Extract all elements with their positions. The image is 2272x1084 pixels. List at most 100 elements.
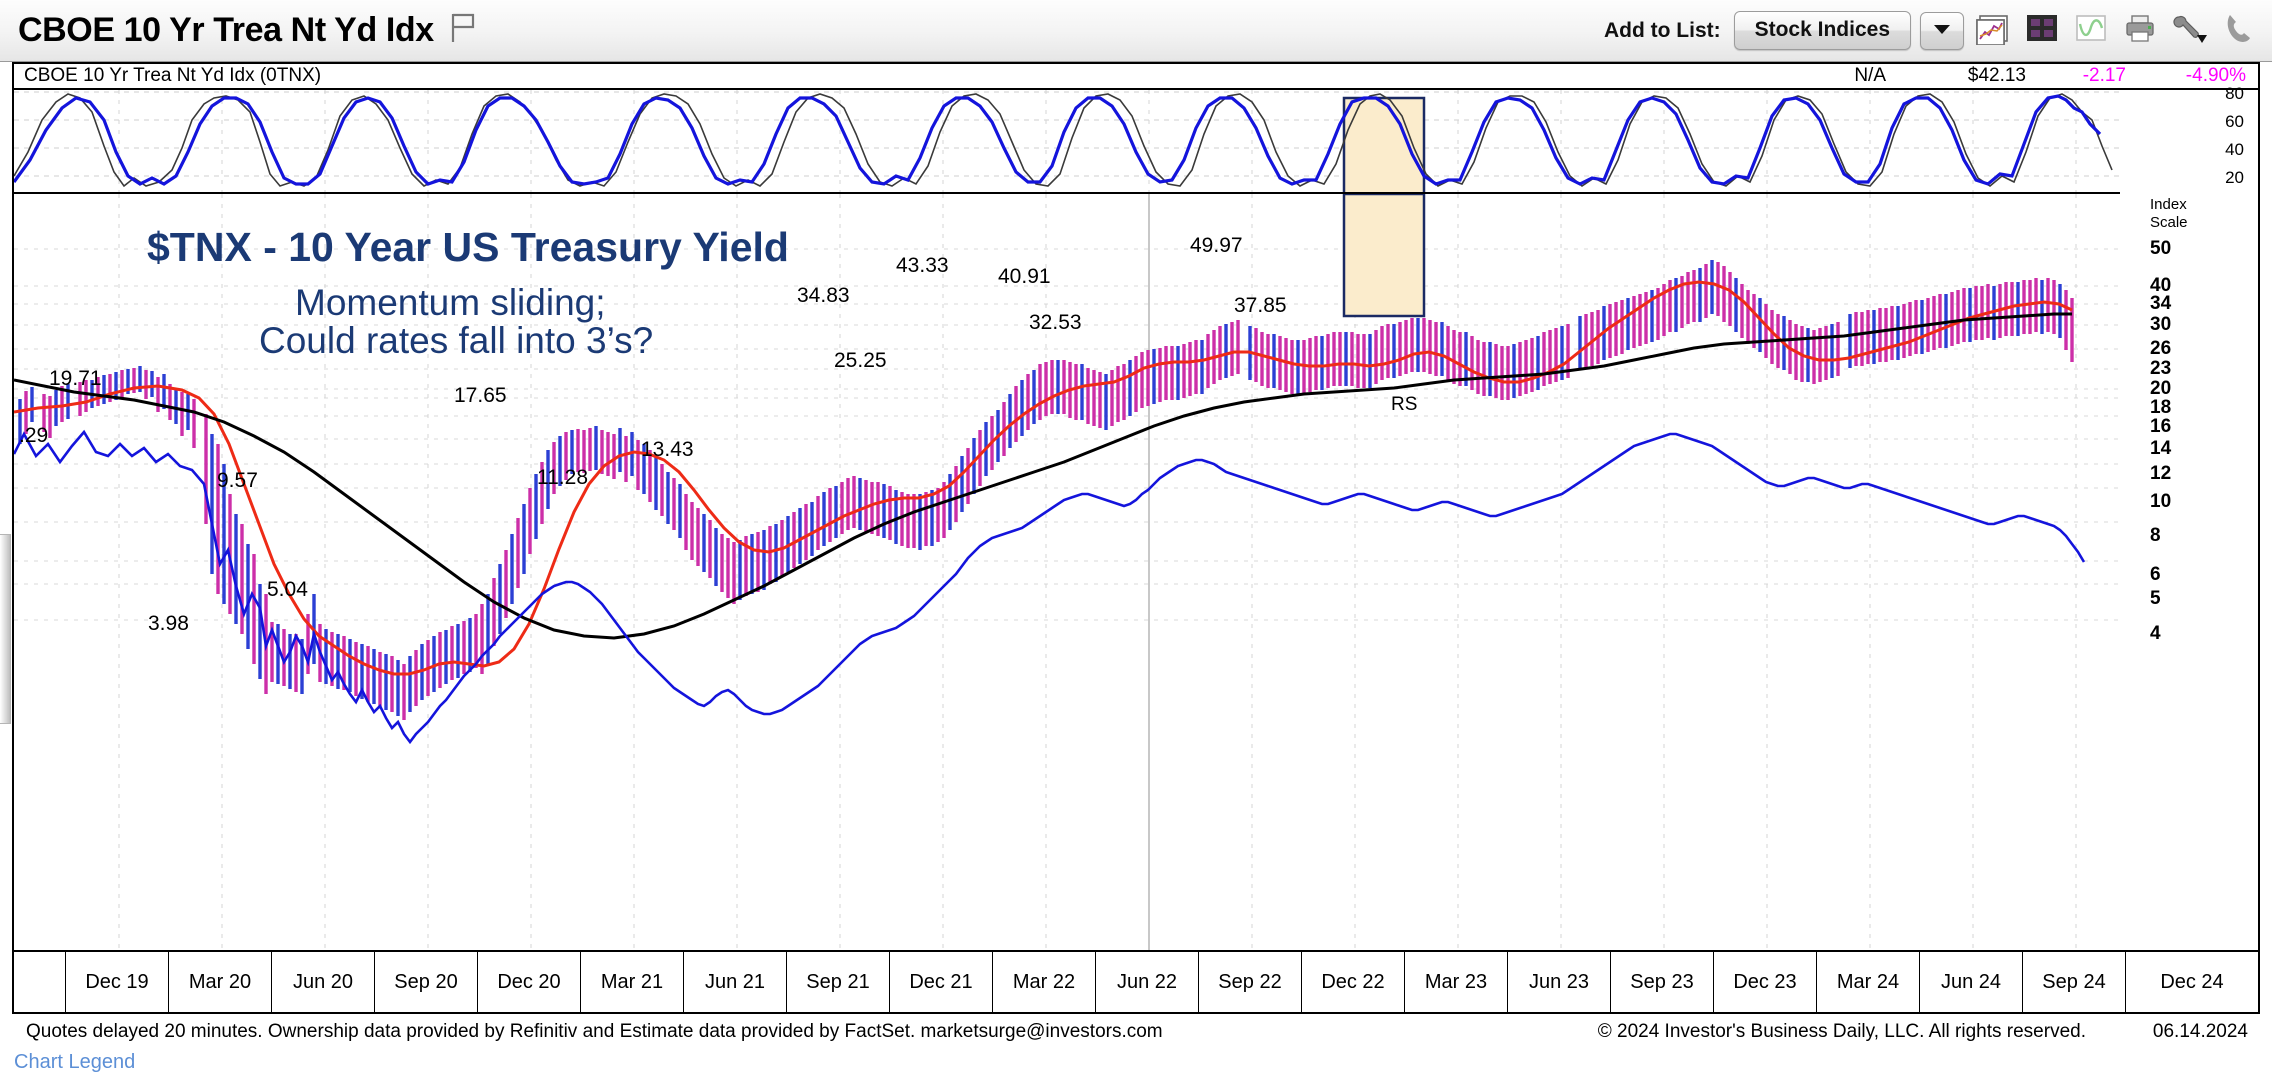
price-tick-6: 6 bbox=[2150, 564, 2161, 585]
grid-view-button[interactable] bbox=[2022, 12, 2062, 50]
price-tick-14: 14 bbox=[2150, 438, 2172, 459]
price-label-43-33: 43.33 bbox=[896, 254, 949, 277]
x-tick-sep-20: Sep 20 bbox=[375, 952, 478, 1012]
stochastic-scale: 80 60 40 20 bbox=[2120, 84, 2260, 194]
price-tick-18: 18 bbox=[2150, 397, 2172, 418]
x-tick-jun-20: Jun 20 bbox=[272, 952, 375, 1012]
price-tick-40: 40 bbox=[2150, 275, 2172, 296]
index-scale-caption-line1: Index bbox=[2150, 196, 2187, 213]
list-dropdown-button[interactable] bbox=[1920, 11, 1964, 50]
x-axis-pad bbox=[14, 952, 66, 1012]
chevron-down-icon bbox=[1932, 22, 1952, 40]
chart-annotation-title: $TNX - 10 Year US Treasury Yield bbox=[147, 224, 789, 270]
x-tick-jun-23: Jun 23 bbox=[1508, 952, 1611, 1012]
price-label-14-29: .29 bbox=[19, 424, 49, 447]
grid-view-icon bbox=[2025, 11, 2059, 50]
price-label-19-71: 19.71 bbox=[49, 367, 102, 390]
wave-chart-icon bbox=[2074, 11, 2108, 50]
x-tick-sep-24: Sep 24 bbox=[2023, 952, 2126, 1012]
quote-price: $42.13 bbox=[1967, 65, 2026, 86]
price-scale: Index Scale 50 40 34 30 26 23 20 18 16 1… bbox=[2120, 194, 2260, 950]
quote-change: -2.17 bbox=[2082, 65, 2126, 86]
wave-chart-button[interactable] bbox=[2071, 12, 2111, 50]
phone-button[interactable] bbox=[2218, 12, 2258, 50]
price-label-11-28: 11.28 bbox=[537, 466, 588, 489]
stochastic-tick-80: 80 bbox=[2225, 84, 2244, 103]
x-tick-dec-23: Dec 23 bbox=[1714, 952, 1817, 1012]
x-tick-jun-22: Jun 22 bbox=[1096, 952, 1199, 1012]
flag-icon[interactable] bbox=[450, 13, 476, 48]
x-axis-date-labels: Dec 19 Mar 20 Jun 20 Sep 20 Dec 20 Mar 2… bbox=[12, 950, 2260, 1014]
app-header: CBOE 10 Yr Trea Nt Yd Idx Add to List: S… bbox=[0, 0, 2272, 62]
quote-change-percent: -4.90% bbox=[2185, 65, 2246, 86]
price-chart-panel[interactable]: $TNX - 10 Year US Treasury Yield Momentu… bbox=[12, 194, 2120, 950]
x-tick-mar-21: Mar 21 bbox=[581, 952, 684, 1012]
settings-button[interactable] bbox=[2169, 12, 2209, 50]
price-tick-23: 23 bbox=[2150, 358, 2172, 379]
page-footer: Quotes delayed 20 minutes. Ownership dat… bbox=[0, 1016, 2272, 1084]
stochastic-tick-60: 60 bbox=[2225, 112, 2244, 131]
price-label-40-91: 40.91 bbox=[998, 265, 1051, 288]
print-icon bbox=[2123, 11, 2157, 50]
price-tick-50: 50 bbox=[2150, 238, 2172, 259]
add-to-list-label: Add to List: bbox=[1603, 18, 1721, 42]
price-tick-12: 12 bbox=[2150, 463, 2172, 484]
price-label-32-53: 32.53 bbox=[1029, 311, 1082, 334]
header-toolbar: Add to List: Stock Indices bbox=[1604, 11, 2272, 50]
stock-indices-button[interactable]: Stock Indices bbox=[1733, 11, 1911, 50]
price-tick-20: 20 bbox=[2150, 378, 2172, 399]
x-tick-dec-19: Dec 19 bbox=[66, 952, 169, 1012]
price-label-13-43: 13.43 bbox=[641, 438, 694, 461]
x-tick-mar-20: Mar 20 bbox=[169, 952, 272, 1012]
footer-date: 06.14.2024 bbox=[2152, 1021, 2248, 1042]
chart-thumbnail-icon bbox=[1975, 11, 2011, 50]
x-tick-dec-24: Dec 24 bbox=[2160, 970, 2224, 993]
x-tick-mar-24: Mar 24 bbox=[1817, 952, 1920, 1012]
settings-wrench-icon bbox=[2170, 11, 2208, 50]
stochastic-indicator-panel[interactable] bbox=[12, 90, 2120, 194]
quote-values: N/A $42.13 -2.17 -4.90% bbox=[1766, 65, 2258, 87]
price-label-49-97: 49.97 bbox=[1190, 234, 1243, 257]
stochastic-tick-40: 40 bbox=[2225, 140, 2244, 159]
price-tick-30: 30 bbox=[2150, 314, 2172, 335]
quote-symbol-name: CBOE 10 Yr Trea Nt Yd Idx (0TNX) bbox=[24, 65, 322, 86]
page-title: CBOE 10 Yr Trea Nt Yd Idx bbox=[18, 11, 434, 49]
price-tick-8: 8 bbox=[2150, 525, 2161, 546]
stochastic-tick-20: 20 bbox=[2225, 168, 2244, 187]
price-tick-34: 34 bbox=[2150, 293, 2172, 314]
x-tick-sep-21: Sep 21 bbox=[787, 952, 890, 1012]
price-tick-4: 4 bbox=[2150, 623, 2161, 644]
chart-annotation-subtitle-1: Momentum sliding; bbox=[295, 282, 606, 323]
price-tick-16: 16 bbox=[2150, 416, 2172, 437]
price-label-17-65: 17.65 bbox=[454, 384, 507, 407]
index-scale-caption-line2: Scale bbox=[2150, 214, 2188, 231]
print-button[interactable] bbox=[2120, 12, 2160, 50]
footer-disclaimer: Quotes delayed 20 minutes. Ownership dat… bbox=[26, 1021, 1163, 1042]
price-label-3-98: 3.98 bbox=[148, 612, 189, 635]
price-tick-10: 10 bbox=[2150, 491, 2172, 512]
stochastic-plot bbox=[14, 90, 2120, 192]
chart-thumbnail-button[interactable] bbox=[1973, 12, 2013, 50]
chart-legend-link[interactable]: Chart Legend bbox=[14, 1051, 136, 1073]
price-plot bbox=[14, 194, 2120, 950]
quote-volume: N/A bbox=[1854, 65, 1886, 86]
price-label-34-83: 34.83 bbox=[797, 284, 850, 307]
price-tick-5: 5 bbox=[2150, 588, 2161, 609]
quote-strip: CBOE 10 Yr Trea Nt Yd Idx (0TNX) N/A $42… bbox=[12, 62, 2260, 90]
x-tick-dec-21: Dec 21 bbox=[890, 952, 993, 1012]
footer-copyright: © 2024 Investor's Business Daily, LLC. A… bbox=[1597, 1021, 2086, 1042]
x-tick-sep-22: Sep 22 bbox=[1199, 952, 1302, 1012]
x-tick-sep-23: Sep 23 bbox=[1611, 952, 1714, 1012]
chart-scroll-handle[interactable] bbox=[0, 534, 11, 724]
phone-icon bbox=[2222, 11, 2254, 50]
price-tick-26: 26 bbox=[2150, 338, 2172, 359]
price-label-25-25: 25.25 bbox=[834, 349, 887, 372]
x-tick-dec-22: Dec 22 bbox=[1302, 952, 1405, 1012]
x-tick-jun-24: Jun 24 bbox=[1920, 952, 2023, 1012]
relative-strength-label: RS bbox=[1391, 394, 1418, 415]
price-label-37-85: 37.85 bbox=[1234, 294, 1287, 317]
price-label-5-04: 5.04 bbox=[267, 578, 308, 601]
x-tick-mar-23: Mar 23 bbox=[1405, 952, 1508, 1012]
chart-annotation-subtitle-2: Could rates fall into 3’s? bbox=[259, 320, 654, 361]
